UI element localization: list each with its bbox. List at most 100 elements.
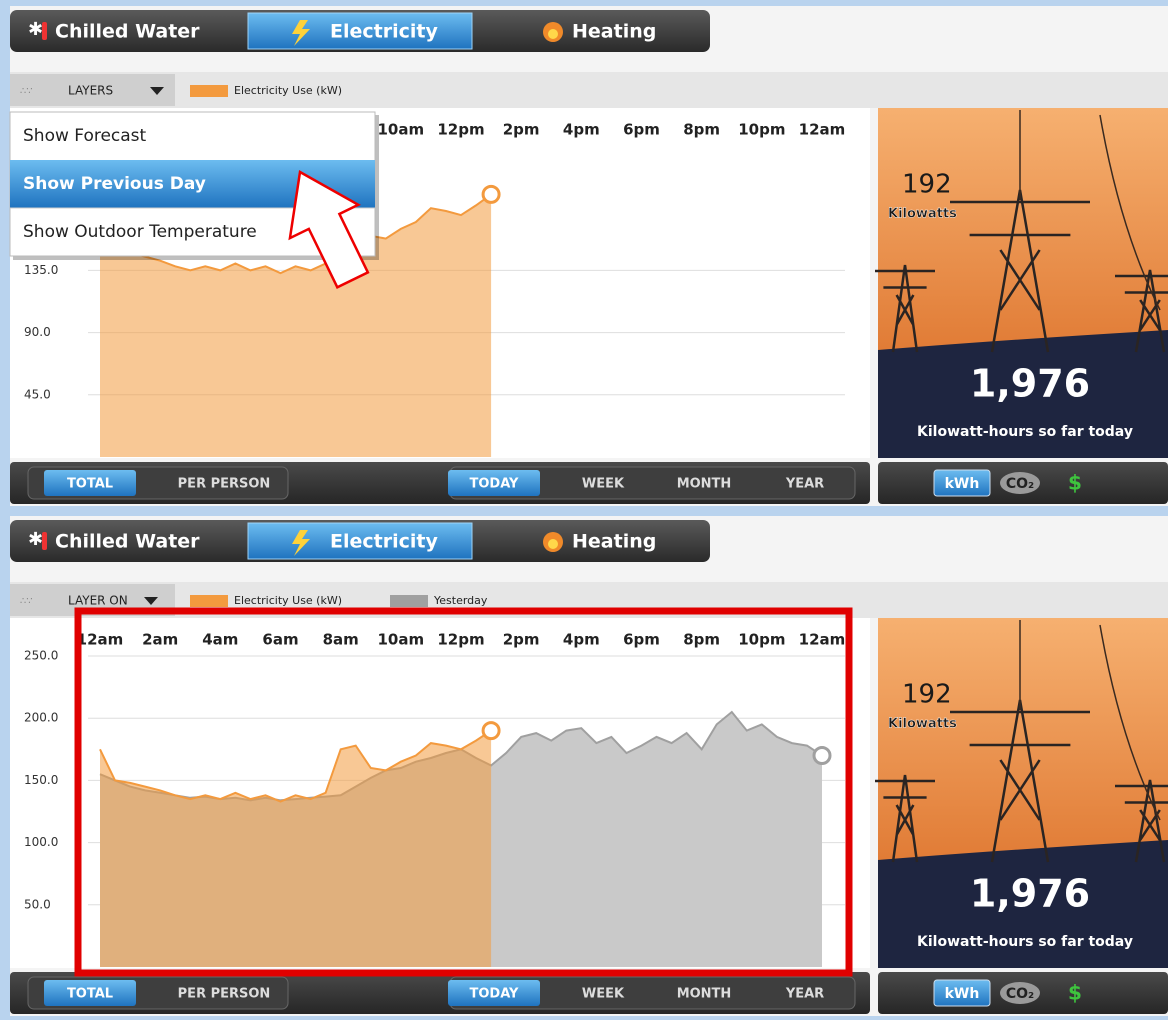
button-label[interactable]: WEEK bbox=[582, 477, 625, 492]
series-area bbox=[100, 194, 492, 457]
tab-label[interactable]: Electricity bbox=[330, 531, 438, 553]
x-tick-label: 12am bbox=[799, 631, 846, 649]
layers-button[interactable] bbox=[10, 74, 175, 106]
button-label[interactable]: YEAR bbox=[785, 477, 824, 492]
dropdown-arrow bbox=[150, 87, 164, 95]
panel: Chilled Water Electricity Heating ✱ ∴∵ LAYERS… bbox=[9, 6, 1168, 506]
button-label[interactable]: WEEK bbox=[582, 987, 625, 1002]
button-label[interactable]: TODAY bbox=[470, 987, 520, 1002]
layers-label: LAYER ON bbox=[68, 594, 128, 608]
meter-energy-label: Kilowatt-hours so far today bbox=[917, 424, 1133, 440]
unit-label[interactable]: kWh bbox=[945, 986, 980, 1002]
button-label[interactable]: TOTAL bbox=[67, 987, 113, 1002]
flame-core bbox=[548, 539, 558, 549]
button-label[interactable]: MONTH bbox=[677, 987, 732, 1002]
bolt-icon bbox=[292, 530, 310, 556]
active-tab bbox=[247, 12, 473, 50]
active-button bbox=[44, 470, 136, 496]
y-tick-label: 45.0 bbox=[24, 387, 51, 401]
x-tick-label: 2pm bbox=[503, 121, 540, 139]
end-marker bbox=[812, 746, 832, 766]
x-tick-label: 10am bbox=[378, 121, 425, 139]
legend-swatch bbox=[190, 85, 228, 97]
co2-cloud bbox=[1000, 472, 1040, 494]
x-tick-label: 8pm bbox=[683, 121, 720, 139]
flame-core bbox=[548, 29, 558, 39]
tab-label[interactable]: Chilled Water bbox=[55, 531, 200, 553]
meter-ground bbox=[878, 330, 1168, 458]
active-unit bbox=[933, 469, 991, 497]
pylon bbox=[875, 774, 935, 863]
menu-item[interactable]: Show Previous Day bbox=[23, 174, 206, 194]
x-tick-label: 8pm bbox=[683, 631, 720, 649]
x-tick-label: 10pm bbox=[738, 121, 785, 139]
unit-label[interactable]: kWh bbox=[945, 476, 980, 492]
tab-label[interactable]: Chilled Water bbox=[55, 21, 200, 43]
end-marker bbox=[481, 721, 501, 741]
button-label[interactable]: MONTH bbox=[677, 477, 732, 492]
meter-power-unit: Kilowatts bbox=[888, 207, 957, 222]
meter-sky bbox=[878, 108, 1168, 358]
menu-item[interactable]: Show Forecast bbox=[23, 126, 147, 146]
x-tick-label: 4pm bbox=[563, 631, 600, 649]
series-line bbox=[99, 729, 492, 803]
tab-label[interactable]: Electricity bbox=[330, 21, 438, 43]
dropdown-arrow bbox=[144, 597, 158, 605]
active-button bbox=[44, 980, 136, 1006]
end-marker bbox=[481, 184, 501, 204]
meter-power: 192 bbox=[902, 170, 952, 200]
layers-bar bbox=[10, 72, 1168, 108]
meter-ground bbox=[878, 840, 1168, 968]
thermo-icon bbox=[42, 22, 47, 40]
pylon bbox=[1115, 779, 1168, 863]
legend-label: Electricity Use (kW) bbox=[234, 84, 342, 97]
bolt-icon bbox=[292, 20, 310, 46]
unit-label[interactable]: CO₂ bbox=[1006, 986, 1034, 1002]
x-tick-label: 12pm bbox=[437, 631, 484, 649]
series-line bbox=[99, 193, 492, 275]
panel: Chilled Water Electricity Heating ✱ ∴∵ LAYER … bbox=[10, 516, 1168, 1016]
highlight-frame bbox=[74, 607, 853, 977]
snow-icon: ✱ bbox=[28, 19, 43, 40]
unit-label[interactable]: CO₂ bbox=[1006, 476, 1034, 492]
meter-energy: 1,976 bbox=[970, 872, 1090, 916]
snow-icon: ✱ bbox=[28, 529, 43, 550]
tab-label[interactable]: Heating bbox=[572, 531, 656, 553]
button-label[interactable]: PER PERSON bbox=[178, 987, 271, 1002]
y-tick-label: 135.0 bbox=[24, 263, 58, 277]
x-tick-label: 12am bbox=[77, 631, 124, 649]
x-tick-label: 6am bbox=[262, 631, 298, 649]
x-tick-label: 10pm bbox=[738, 631, 785, 649]
co2-cloud bbox=[1000, 982, 1040, 1004]
active-tab bbox=[247, 522, 473, 560]
menu-item[interactable]: Show Outdoor Temperature bbox=[23, 222, 257, 242]
x-tick-label: 12am bbox=[799, 121, 846, 139]
y-tick-label: 200.0 bbox=[24, 711, 58, 725]
power-wire bbox=[1019, 110, 1161, 311]
unit-label[interactable]: $ bbox=[1068, 471, 1082, 495]
unit-label[interactable]: $ bbox=[1068, 981, 1082, 1005]
tab-label[interactable]: Heating bbox=[572, 21, 656, 43]
x-tick-label: 6pm bbox=[623, 121, 660, 139]
layers-dots: ∴∵ bbox=[20, 596, 33, 607]
legend-label: Electricity Use (kW) bbox=[234, 594, 342, 607]
layers-label: LAYERS bbox=[68, 84, 113, 98]
button-label[interactable]: TODAY bbox=[470, 477, 520, 492]
series-area bbox=[100, 730, 492, 967]
active-unit bbox=[933, 979, 991, 1007]
x-tick-label: 4pm bbox=[563, 121, 600, 139]
power-wire bbox=[1019, 620, 1161, 821]
active-button bbox=[448, 470, 540, 496]
x-tick-label: 2pm bbox=[503, 631, 540, 649]
button-label[interactable]: PER PERSON bbox=[178, 477, 271, 492]
x-tick-label: 6pm bbox=[623, 631, 660, 649]
y-tick-label: 50.0 bbox=[24, 897, 51, 911]
button-label[interactable]: TOTAL bbox=[67, 477, 113, 492]
button-label[interactable]: YEAR bbox=[785, 987, 824, 1002]
y-tick-label: 90.0 bbox=[24, 325, 51, 339]
legend-swatch bbox=[190, 595, 228, 607]
y-tick-label: 250.0 bbox=[24, 649, 58, 663]
meter-energy-label: Kilowatt-hours so far today bbox=[917, 934, 1133, 950]
pylon bbox=[1115, 269, 1168, 353]
